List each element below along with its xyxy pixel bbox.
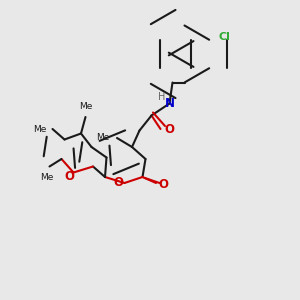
Text: Me: Me [96,134,110,142]
Text: Me: Me [33,124,46,134]
Text: O: O [113,176,124,190]
Text: H: H [158,92,166,102]
Text: Cl: Cl [218,32,230,42]
Text: N: N [164,97,175,110]
Text: O: O [158,178,169,191]
Text: O: O [64,170,74,184]
Text: O: O [164,122,175,136]
Text: Me: Me [40,172,53,182]
Text: Me: Me [79,102,92,111]
